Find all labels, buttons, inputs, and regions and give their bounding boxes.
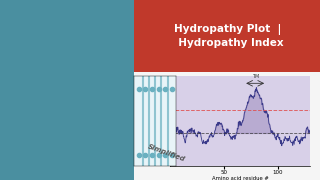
Y-axis label: Hydrophobicity: Hydrophobicity [163, 101, 168, 141]
Text: TM: TM [252, 75, 259, 79]
Text: Hydropathy Plot  |
  Hydropathy Index: Hydropathy Plot | Hydropathy Index [171, 24, 284, 48]
Text: Simplified: Simplified [147, 144, 186, 163]
X-axis label: Amino acid residue #: Amino acid residue # [212, 176, 268, 180]
